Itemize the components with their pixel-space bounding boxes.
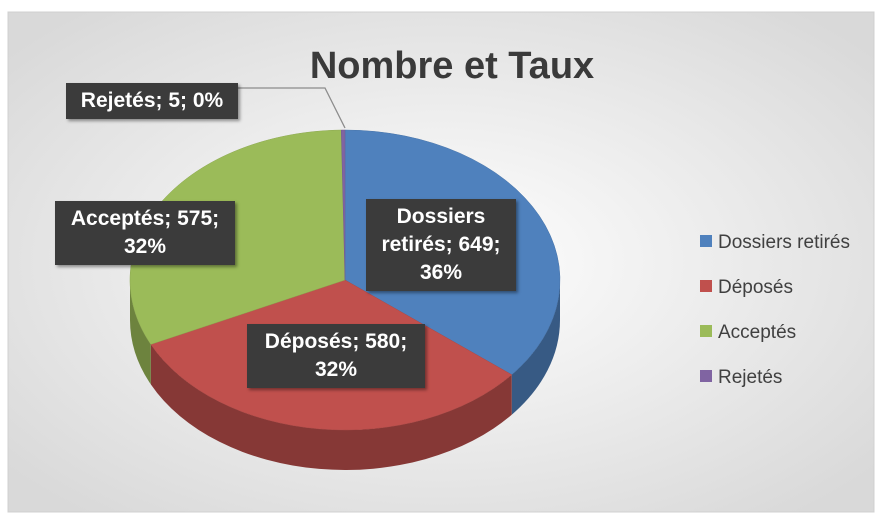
- data-label: Déposés; 580; 32%: [247, 324, 425, 388]
- legend-item: Acceptés: [700, 322, 796, 344]
- slice-side: [511, 280, 560, 415]
- data-label: Acceptés; 575; 32%: [55, 201, 235, 265]
- slice: [341, 129, 346, 281]
- leader-line: [238, 87, 346, 129]
- legend-label: Rejetés: [718, 367, 783, 388]
- legend-label: Dossiers retirés: [718, 232, 850, 253]
- data-label: Rejetés; 5; 0%: [66, 83, 238, 119]
- legend-item: Dossiers retirés: [700, 232, 850, 254]
- legend-swatch: [700, 235, 712, 247]
- legend-swatch: [700, 370, 712, 382]
- pie-sides: [130, 280, 560, 470]
- chart-title: Nombre et Taux: [310, 45, 594, 87]
- legend-label: Acceptés: [718, 322, 797, 343]
- legend-swatch: [700, 280, 712, 292]
- legend-item: Déposés: [700, 277, 793, 299]
- legend-swatch: [700, 325, 712, 337]
- slice-side: [130, 280, 151, 385]
- data-label: Dossiers retirés; 649; 36%: [366, 199, 516, 291]
- legend-item: Rejetés: [700, 367, 782, 389]
- slice-side: [150, 344, 512, 470]
- slice: [129, 129, 346, 345]
- legend-label: Déposés: [718, 277, 793, 298]
